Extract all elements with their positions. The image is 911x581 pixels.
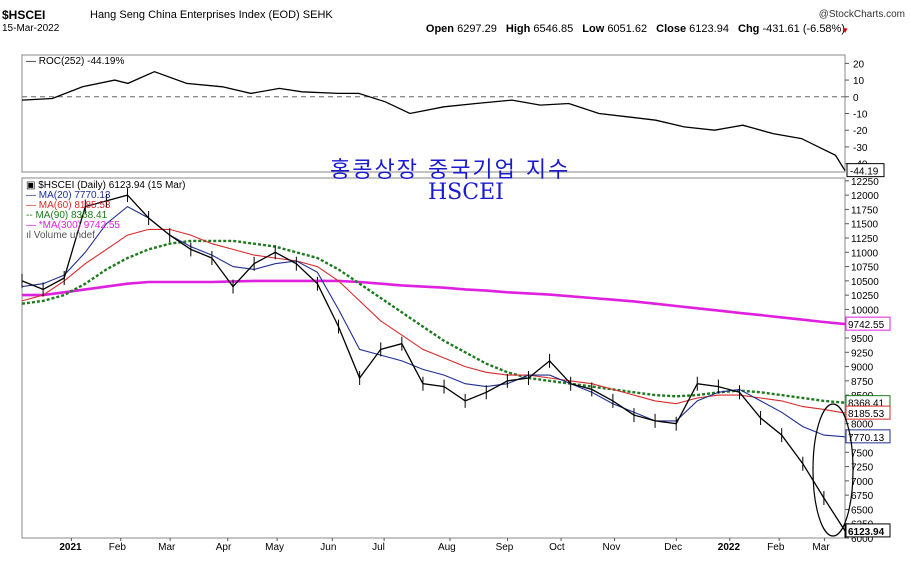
x-axis-label: 2021 bbox=[59, 542, 82, 553]
last-value-box bbox=[845, 523, 891, 538]
annotation-title: HSCEI bbox=[428, 180, 504, 205]
low-label: Low bbox=[582, 23, 605, 35]
series-hscei bbox=[21, 194, 846, 532]
price-legend-item: — MA(20) 7770.13 bbox=[26, 190, 111, 201]
roc-ytick-label: -20 bbox=[853, 126, 868, 137]
ohlc-readout: Open 6297.29 High 6546.85 Low 6051.62 Cl… bbox=[426, 23, 851, 35]
x-axis-label: Feb bbox=[767, 542, 785, 553]
price-legend-item: — MA(60) 8185.53 bbox=[26, 200, 111, 211]
x-axis-label: Jul bbox=[372, 542, 385, 553]
high-label: High bbox=[505, 23, 531, 35]
roc-legend: — ROC(252) -44.19% bbox=[26, 56, 124, 67]
open-label: Open bbox=[425, 23, 455, 35]
x-axis-label: Mar bbox=[158, 542, 176, 553]
roc-ytick-label: 0 bbox=[853, 93, 859, 104]
chart-date: 15-Mar-2022 bbox=[2, 23, 60, 34]
price-ytick-label: 10000 bbox=[851, 305, 879, 316]
last-value-box bbox=[845, 405, 891, 420]
series-ma300 bbox=[22, 279, 846, 326]
x-axis-label: May bbox=[265, 542, 284, 553]
last-value-label: 6123.94 bbox=[848, 527, 885, 538]
x-axis-label: Apr bbox=[216, 542, 232, 553]
last-value-box bbox=[845, 429, 891, 444]
price-ytick-label: 11000 bbox=[851, 248, 879, 259]
price-ytick-label: 9000 bbox=[851, 363, 874, 374]
open-value: 6297.29 bbox=[457, 23, 497, 35]
price-ytick-label: 8000 bbox=[851, 420, 874, 431]
series-ma20 bbox=[21, 205, 846, 438]
x-axis-label: Nov bbox=[603, 542, 621, 553]
price-ytick-label: 9250 bbox=[851, 348, 874, 359]
price-panel-frame bbox=[21, 177, 846, 539]
roc-ytick-label: -10 bbox=[853, 110, 868, 121]
price-ytick-label: 7250 bbox=[851, 463, 874, 474]
close-label: Close bbox=[656, 23, 687, 35]
credit: @StockCharts.com bbox=[818, 9, 905, 20]
x-axis-label: Oct bbox=[549, 542, 565, 553]
last-value-label: 7770.13 bbox=[848, 433, 885, 444]
chg-value: -431.61 (-6.58%) bbox=[762, 23, 845, 35]
symbol: $HSCEI bbox=[2, 8, 46, 22]
chg-label: Chg bbox=[738, 23, 760, 35]
price-ytick-label: 7000 bbox=[851, 477, 874, 488]
x-axis-label: 2022 bbox=[718, 542, 741, 553]
last-value-label: 8368.41 bbox=[848, 399, 885, 410]
price-ytick-label: 12000 bbox=[851, 191, 879, 202]
price-ytick-label: 6000 bbox=[851, 534, 874, 545]
selloff-circle bbox=[812, 403, 854, 537]
price-ytick-label: 10500 bbox=[851, 277, 879, 288]
price-legend-item: — *MA(300) 9742.55 bbox=[26, 220, 120, 231]
price-ytick-label: 11500 bbox=[851, 220, 879, 231]
last-value-label: 9742.55 bbox=[848, 320, 885, 331]
x-axis-label: Dec bbox=[664, 542, 682, 553]
down-arrow-icon: ▼ bbox=[841, 26, 849, 35]
high-value: 6546.85 bbox=[533, 23, 574, 35]
roc-line bbox=[21, 70, 846, 171]
roc-ytick-label: -30 bbox=[853, 143, 868, 154]
price-ytick-label: 11750 bbox=[851, 205, 879, 216]
price-legend-item: ıl Volume undef bbox=[26, 230, 95, 241]
roc-ytick-label: 10 bbox=[853, 76, 865, 87]
roc-last-box bbox=[846, 163, 885, 178]
x-axis-label: Jun bbox=[320, 542, 336, 553]
series-ma90 bbox=[21, 239, 846, 404]
roc-last-label: -44.19 bbox=[850, 167, 879, 178]
last-value-box bbox=[845, 316, 891, 331]
price-ytick-label: 6500 bbox=[851, 505, 874, 516]
x-axis-label: Feb bbox=[109, 542, 127, 553]
price-ytick-label: 7500 bbox=[851, 448, 874, 459]
index-name: Hang Seng China Enterprises Index (EOD) … bbox=[90, 9, 333, 21]
x-axis-label: Aug bbox=[438, 542, 456, 553]
price-ytick-label: 11250 bbox=[851, 234, 879, 245]
x-axis-label: Mar bbox=[812, 542, 830, 553]
low-value: 6051.62 bbox=[607, 23, 648, 35]
x-axis-label: Sep bbox=[496, 542, 514, 553]
price-ytick-label: 10250 bbox=[851, 291, 879, 302]
annotation-korean: 홍콩상장 중국기업 지수 bbox=[330, 158, 571, 183]
price-ytick-label: 10750 bbox=[851, 263, 879, 274]
price-legend-item: ▣ $HSCEI (Daily) 6123.94 (15 Mar) bbox=[26, 180, 186, 191]
price-ytick-label: 8750 bbox=[851, 377, 874, 388]
price-legend-item: -- MA(90) 8368.41 bbox=[26, 210, 108, 221]
price-ytick-label: 9500 bbox=[851, 334, 874, 345]
close-value: 6123.94 bbox=[689, 23, 729, 35]
price-ytick-label: 12250 bbox=[851, 177, 879, 188]
roc-ytick-label: 20 bbox=[853, 59, 865, 70]
price-ytick-label: 6750 bbox=[851, 491, 874, 502]
last-value-label: 8185.53 bbox=[848, 409, 885, 420]
